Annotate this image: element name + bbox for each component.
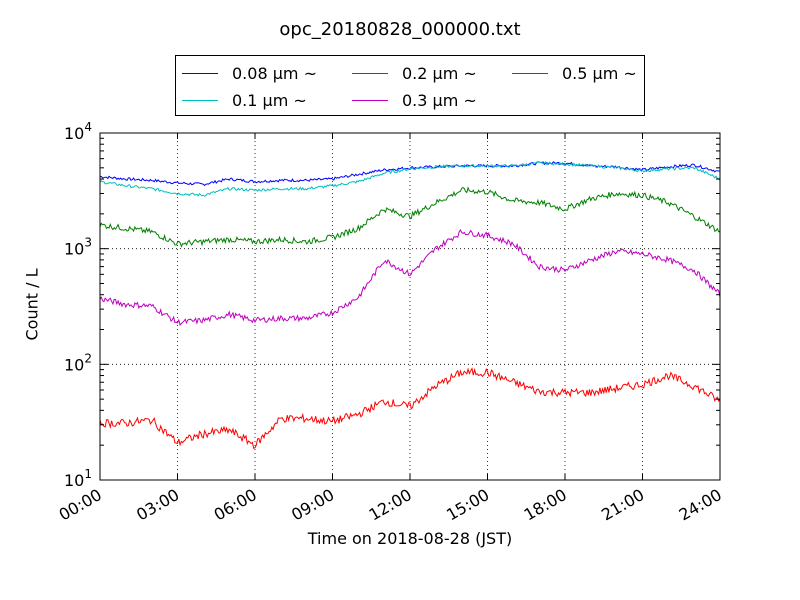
legend-label: 0.5 μm ~ — [562, 64, 637, 83]
legend-label: 0.3 μm ~ — [402, 91, 477, 110]
legend-swatch — [352, 100, 388, 101]
y-tick-label: 103 — [64, 236, 92, 259]
x-tick-label: 12:00 — [366, 485, 415, 525]
legend-swatch — [512, 73, 548, 74]
x-tick-label: 15:00 — [443, 485, 492, 525]
series-group — [99, 161, 721, 450]
series-line-3 — [99, 229, 721, 327]
y-tick-label: 104 — [64, 120, 92, 143]
x-tick-label: 21:00 — [598, 485, 647, 525]
legend-swatch — [182, 73, 218, 74]
series-line-4 — [99, 367, 721, 450]
legend-label: 0.1 μm ~ — [232, 91, 307, 110]
legend-label: 0.08 μm ~ — [232, 64, 317, 83]
legend-item-0.2um: 0.2 μm ~ — [352, 63, 477, 83]
x-tick-label: 18:00 — [521, 485, 570, 525]
x-axis-label: Time on 2018-08-28 (JST) — [307, 529, 513, 548]
legend-item-0.08um: 0.08 μm ~ — [182, 63, 317, 83]
legend-item-0.3um: 0.3 μm ~ — [352, 90, 477, 110]
legend-swatch — [352, 73, 388, 74]
x-tick-label: 00:00 — [56, 485, 105, 525]
y-axis-label: Count / L — [22, 268, 42, 341]
y-tick-label: 102 — [64, 351, 92, 374]
plot-frame — [99, 132, 721, 481]
legend-swatch — [182, 100, 218, 101]
x-tick-label: 03:00 — [133, 485, 182, 525]
series-line-2 — [99, 186, 721, 248]
legend-item-0.5um: 0.5 μm ~ — [512, 63, 637, 83]
legend: 0.08 μm ~ 0.1 μm ~ 0.2 μm ~ 0.3 μm ~ 0.5… — [175, 55, 645, 116]
chart-title: opc_20180828_000000.txt — [279, 19, 521, 40]
legend-item-0.1um: 0.1 μm ~ — [182, 90, 307, 110]
grid-lines — [100, 133, 720, 480]
y-tick-label: 101 — [64, 467, 92, 490]
x-tick-label: 24:00 — [676, 485, 725, 525]
series-line-1 — [99, 161, 721, 197]
legend-label: 0.2 μm ~ — [402, 64, 477, 83]
x-tick-label: 09:00 — [288, 485, 337, 525]
x-tick-label: 06:00 — [211, 485, 260, 525]
